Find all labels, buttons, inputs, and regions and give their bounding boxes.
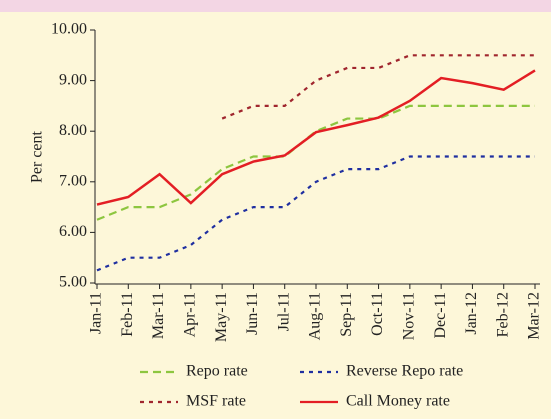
series-line	[96, 104, 535, 221]
y-tick-label: 9.00	[59, 71, 87, 88]
legend-label: Reverse Repo rate	[346, 363, 463, 380]
y-tick-label: 10.00	[51, 21, 87, 38]
series-line	[96, 155, 535, 272]
y-axis-label: Per cent	[29, 130, 46, 183]
x-tick-label: Mar-12	[526, 292, 543, 340]
x-tick-label: Apr-11	[182, 292, 199, 337]
top-band	[0, 0, 551, 12]
x-tick-label: Jan-11	[88, 292, 105, 334]
series-line	[96, 69, 536, 206]
x-tick-label: Jul-11	[275, 292, 292, 331]
x-tick-label: Aug-11	[307, 292, 324, 340]
x-tick-label: Oct-11	[369, 292, 386, 336]
x-tick-label: Sep-11	[338, 292, 355, 337]
x-tick-label: Feb-11	[119, 292, 136, 337]
x-tick-label: Nov-11	[401, 292, 418, 340]
y-tick-label: 6.00	[59, 223, 87, 240]
legend-label: Call Money rate	[346, 393, 450, 410]
x-tick-label: Feb-12	[494, 292, 511, 337]
x-tick-label: Jun-11	[244, 292, 261, 335]
y-tick-label: 8.00	[59, 122, 87, 139]
x-tick-label: Mar-11	[150, 292, 167, 339]
y-tick-label: 7.00	[59, 172, 87, 189]
x-tick-label: Jan-12	[463, 292, 480, 335]
x-tick-label: May-11	[213, 292, 230, 342]
x-tick-label: Dec-11	[432, 292, 449, 339]
series-line	[221, 54, 535, 120]
legend-label: MSF rate	[186, 393, 246, 410]
legend-label: Repo rate	[186, 363, 248, 380]
y-tick-label: 5.00	[59, 274, 87, 291]
